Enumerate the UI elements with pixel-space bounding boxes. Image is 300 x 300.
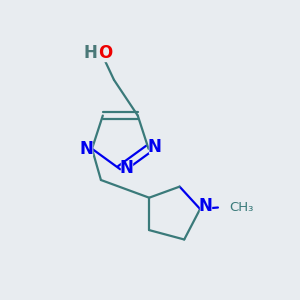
Text: N: N <box>199 197 212 215</box>
Text: N: N <box>80 140 94 158</box>
Text: N: N <box>119 159 133 177</box>
Bar <box>81 143 92 155</box>
Bar <box>87 46 108 61</box>
Bar <box>200 200 211 212</box>
Text: CH₃: CH₃ <box>229 201 254 214</box>
Bar <box>121 162 132 174</box>
Text: O: O <box>98 44 112 62</box>
Bar <box>149 141 160 153</box>
Text: H: H <box>84 44 98 62</box>
Text: N: N <box>148 138 161 156</box>
